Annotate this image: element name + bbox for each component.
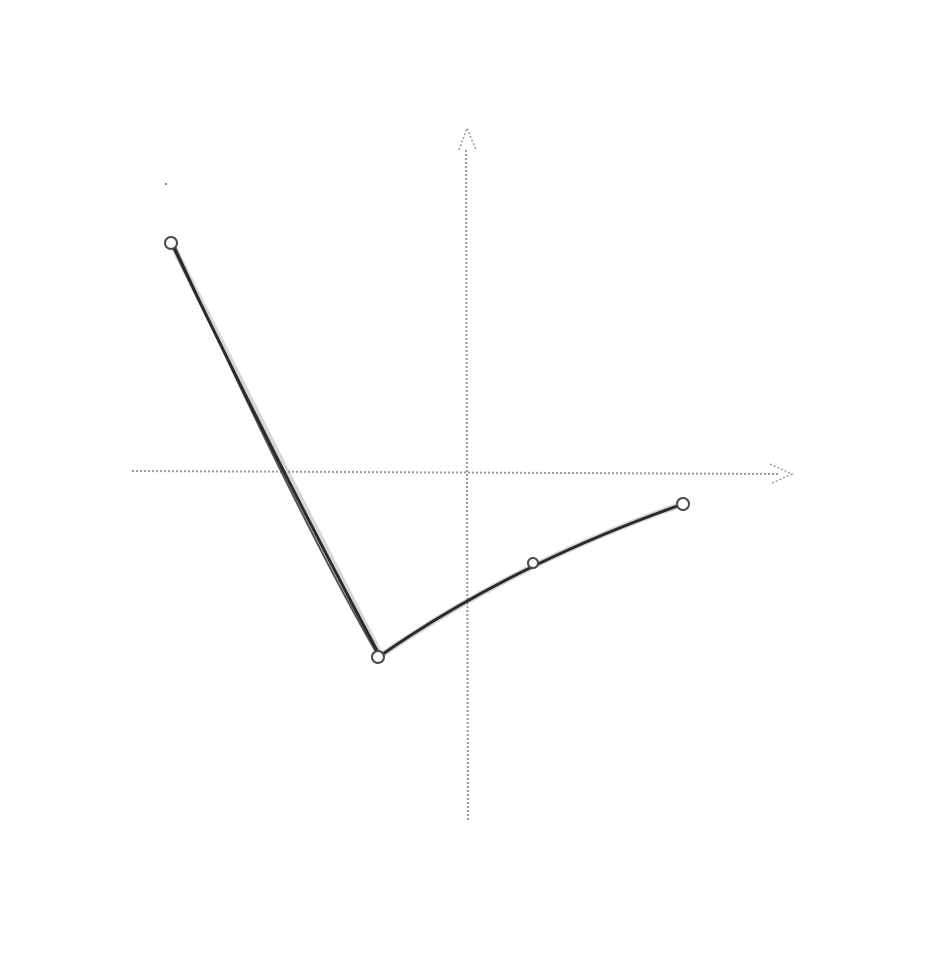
graph-points bbox=[164, 236, 690, 664]
mid-point bbox=[527, 557, 539, 569]
start-point bbox=[164, 236, 178, 250]
vertex-point bbox=[371, 650, 385, 664]
end-point bbox=[676, 497, 690, 511]
right-segment-shadow bbox=[377, 501, 686, 659]
x-axis-arrowhead bbox=[769, 463, 794, 485]
y-axis-arrowhead bbox=[458, 125, 477, 151]
y-axis bbox=[458, 125, 477, 821]
right-segment bbox=[378, 502, 685, 658]
graph-polyline bbox=[169, 241, 686, 659]
x-axis bbox=[131, 463, 794, 485]
left-segment-retrace bbox=[174, 246, 377, 653]
stray-dot bbox=[165, 183, 167, 185]
